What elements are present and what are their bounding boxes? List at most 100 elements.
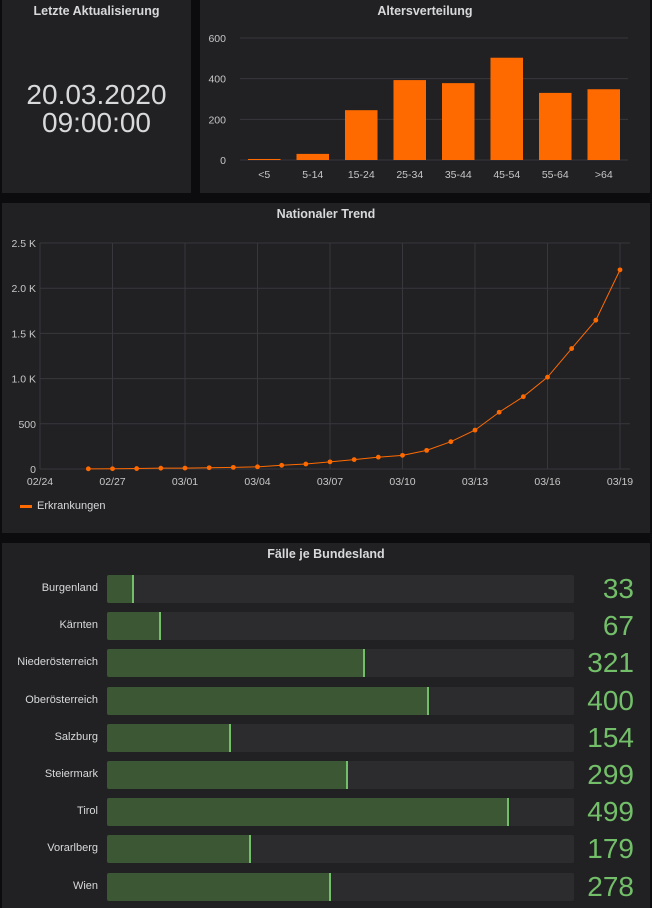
state-row: Tirol 499 [2, 796, 650, 828]
last-update-date: 20.03.2020 [26, 79, 167, 110]
trend-x-tick: 03/04 [244, 476, 270, 488]
trend-point [327, 459, 333, 465]
age-bar [539, 92, 572, 160]
trend-series-line [88, 269, 621, 470]
trend-point [400, 452, 405, 458]
trend-point [134, 466, 140, 471]
state-bar-track [107, 686, 574, 715]
trend-legend[interactable]: Erkrankungen [20, 500, 106, 512]
state-value: 278 [587, 870, 634, 902]
state-bar-track [107, 649, 574, 678]
trend-point [279, 462, 285, 468]
state-value: 321 [587, 647, 634, 679]
state-bar-track [107, 761, 574, 789]
trend-y-tick: 0 [30, 464, 36, 476]
state-value: 33 [602, 573, 634, 604]
age-bar [442, 83, 475, 160]
state-label: Niederösterreich [17, 656, 98, 669]
trend-point [230, 464, 236, 470]
trend-point [496, 409, 502, 415]
last-update-title: Letzte Aktualisierung [33, 4, 160, 18]
state-value: 179 [587, 833, 634, 865]
state-bar-fill [107, 872, 331, 901]
age-y-tick: 0 [220, 155, 226, 167]
state-label: Burgenland [41, 582, 98, 594]
age-bar [248, 158, 281, 160]
trend-point [424, 447, 430, 453]
age-distribution-panel: Altersverteilung 0 200 400 600 <5 5-14 15-24 25… [200, 0, 650, 193]
state-label: Salzburg [54, 730, 98, 743]
age-y-tick: 600 [208, 33, 226, 45]
trend-x-tick: 03/07 [317, 476, 343, 488]
state-bar-track [107, 835, 574, 864]
age-x-tick: 15-24 [348, 169, 375, 181]
age-x-tick: <5 [258, 169, 270, 181]
trend-point [375, 454, 381, 460]
cases-by-state-panel: Fälle je Bundesland Burgenland 33 Kärnten 6… [2, 543, 650, 908]
age-bar [393, 80, 426, 160]
trend-x-tick: 03/13 [462, 476, 488, 488]
state-bar-track [107, 798, 574, 827]
state-bar-fill [107, 649, 366, 678]
state-label: Tirol [77, 805, 98, 818]
state-row: Steiermark 299 [2, 759, 650, 790]
state-row: Salzburg 154 [2, 722, 650, 753]
age-x-tick: 45-54 [493, 169, 520, 181]
last-update-panel: Letzte Aktualisierung 20.03.2020 09:00:0… [2, 0, 191, 193]
state-value: 299 [587, 759, 634, 790]
state-bar-track [107, 575, 574, 603]
trend-point [569, 346, 575, 351]
age-bar [490, 57, 523, 161]
age-x-tick: 55-64 [542, 169, 569, 181]
state-value: 499 [587, 796, 634, 828]
state-bar-fill [107, 798, 509, 827]
age-x-tick: >64 [595, 169, 613, 181]
state-label: Oberösterreich [25, 693, 98, 706]
trend-point [85, 466, 91, 472]
state-bar-fill [107, 686, 430, 715]
age-bar-chart: 0 200 400 600 <5 5-14 15-24 25-34 35-44 45-54 55-6… [208, 33, 628, 181]
age-x-tick: 35-44 [445, 169, 472, 181]
age-chart-title: Altersverteilung [377, 4, 473, 18]
trend-x-tick: 03/01 [172, 476, 198, 488]
states-chart-title: Fälle je Bundesland [267, 547, 385, 561]
state-value: 67 [602, 610, 634, 642]
state-row: Niederösterreich 321 [2, 647, 650, 679]
trend-y-tick: 1.0 K [11, 374, 36, 386]
age-bar [345, 110, 378, 160]
legend-swatch [20, 504, 32, 508]
state-row: Kärnten 67 [2, 610, 650, 642]
age-x-tick: 5-14 [302, 169, 323, 181]
trend-x-tick: 03/16 [534, 476, 560, 488]
state-row: Oberösterreich 400 [2, 685, 650, 716]
trend-x-tick: 03/19 [607, 476, 633, 488]
state-bar-fill [107, 761, 348, 789]
trend-point [182, 465, 188, 471]
trend-point [110, 466, 115, 472]
trend-point [303, 461, 309, 467]
state-label: Vorarlberg [47, 842, 98, 855]
state-label: Steiermark [44, 768, 98, 780]
state-row: Burgenland 33 [2, 573, 650, 604]
trend-point [158, 465, 164, 471]
trend-point [617, 267, 623, 273]
trend-y-tick: 2.5 K [11, 238, 36, 250]
state-bar-fill [107, 723, 231, 752]
state-label: Wien [72, 879, 98, 892]
state-bar-track [107, 872, 574, 901]
trend-y-tick: 2.0 K [11, 283, 36, 295]
trend-point [351, 457, 357, 462]
trend-point [206, 465, 212, 471]
trend-line-chart: 0 500 1.0 K 1.5 K 2.0 K 2.5 K 02/24 02/27 03/01 0… [11, 238, 633, 488]
trend-point [448, 439, 454, 445]
age-bar [587, 89, 620, 160]
trend-chart-title: Nationaler Trend [276, 207, 376, 221]
state-bar-fill [107, 835, 252, 864]
state-row: Vorarlberg 179 [2, 833, 650, 865]
legend-label: Erkrankungen [37, 500, 106, 512]
trend-point [593, 317, 599, 323]
trend-x-tick: 03/10 [389, 476, 415, 488]
age-y-tick: 200 [208, 114, 226, 126]
state-row: Wien 278 [2, 870, 650, 902]
national-trend-panel: Nationaler Trend 0 500 1.0 K 1.5 K 2.0 K 2.5 … [2, 203, 650, 533]
